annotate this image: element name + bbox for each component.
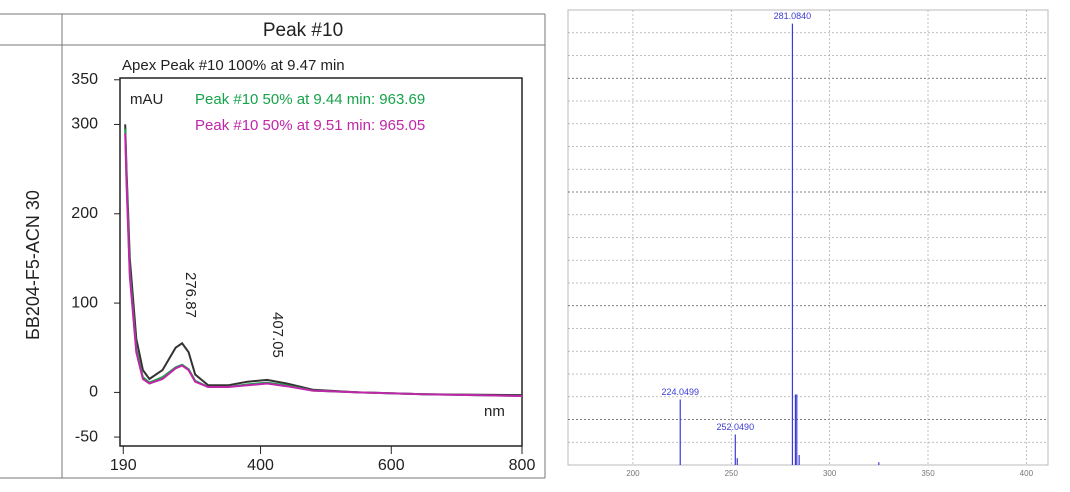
x-tick-label: 200 bbox=[626, 469, 640, 478]
x-tick-label: 400 bbox=[247, 457, 274, 474]
left-panel-frame bbox=[0, 13, 546, 479]
y-tick-label: 200 bbox=[71, 205, 98, 222]
y-unit: mAU bbox=[130, 91, 163, 108]
peak-label: 281.0840 bbox=[774, 11, 812, 21]
peak-label: 224.0499 bbox=[661, 387, 699, 397]
x-tick-label: 600 bbox=[378, 457, 405, 474]
spectrum-line bbox=[124, 133, 523, 397]
x-unit: nm bbox=[484, 403, 505, 420]
x-tick-label: 250 bbox=[725, 469, 739, 478]
x-tick-label: 300 bbox=[823, 469, 837, 478]
chart-title: Peak #10 bbox=[263, 20, 343, 41]
x-tick-label: 800 bbox=[509, 457, 536, 474]
y-tick-label: 350 bbox=[71, 71, 98, 88]
x-tick-label: 350 bbox=[921, 469, 935, 478]
x-tick-label: 400 bbox=[1020, 469, 1034, 478]
peak-label: 276.87 bbox=[182, 272, 199, 318]
peak-label: 407.05 bbox=[269, 312, 286, 358]
legend-entry: Peak #10 50% at 9.51 min: 965.05 bbox=[195, 117, 425, 134]
y-axis-label: БB204-F5-ACN 30 bbox=[23, 190, 43, 340]
plot-frame bbox=[119, 77, 523, 447]
legend-entry: Peak #10 50% at 9.44 min: 963.69 bbox=[195, 91, 425, 108]
y-tick-label: 0 bbox=[89, 384, 98, 401]
spectrum-line bbox=[124, 124, 523, 397]
legend-entry: Apex Peak #10 100% at 9.47 min bbox=[122, 57, 345, 74]
y-tick-label: 100 bbox=[71, 294, 98, 311]
y-tick-label: 300 bbox=[71, 116, 98, 133]
peak-label: 252.0490 bbox=[717, 422, 755, 432]
y-tick-label: -50 bbox=[75, 428, 98, 445]
x-tick-label: 190 bbox=[110, 457, 137, 474]
